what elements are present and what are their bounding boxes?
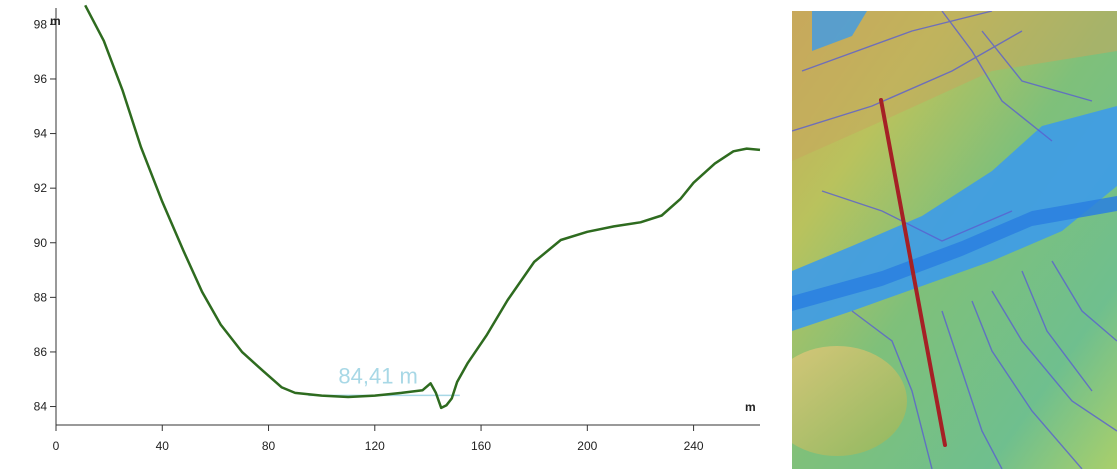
elevation-profile-chart: 84 86 88 90 92 94 96 98 0 40 80 120 160 200 240 84,41… bbox=[34, 4, 761, 453]
x-tick-label: 160 bbox=[471, 439, 491, 453]
profile-line bbox=[84, 4, 761, 410]
y-tick-label: 84 bbox=[34, 400, 48, 414]
x-tick-label: 200 bbox=[577, 439, 597, 453]
y-tick-label: 88 bbox=[34, 290, 48, 304]
profile-line-on-map bbox=[879, 98, 947, 447]
x-tick-label: 0 bbox=[53, 439, 60, 453]
y-axis-unit-label: m bbox=[50, 14, 61, 28]
y-tick-label: 98 bbox=[34, 17, 48, 31]
y-tick-label: 92 bbox=[34, 181, 48, 195]
southwest-hill bbox=[792, 346, 907, 456]
x-tick-label: 120 bbox=[365, 439, 385, 453]
drainage-lines bbox=[792, 11, 1117, 469]
x-axis-unit-label: m bbox=[745, 400, 756, 414]
y-tick-label: 86 bbox=[34, 345, 48, 359]
upper-water-patch bbox=[812, 11, 867, 51]
river-channel bbox=[792, 196, 1117, 311]
y-tick-label: 96 bbox=[34, 72, 48, 86]
y-axis: 84 86 88 90 92 94 96 98 bbox=[34, 8, 57, 425]
x-axis: 0 40 80 120 160 200 240 bbox=[53, 424, 760, 453]
upper-slope bbox=[792, 11, 1117, 161]
y-tick-label: 94 bbox=[34, 127, 48, 141]
x-tick-label: 80 bbox=[262, 439, 276, 453]
y-tick-label: 90 bbox=[34, 236, 48, 250]
terrain-map bbox=[792, 11, 1117, 469]
x-tick-label: 240 bbox=[684, 439, 704, 453]
water-level-label: 84,41 m bbox=[338, 363, 418, 388]
x-tick-label: 40 bbox=[156, 439, 170, 453]
